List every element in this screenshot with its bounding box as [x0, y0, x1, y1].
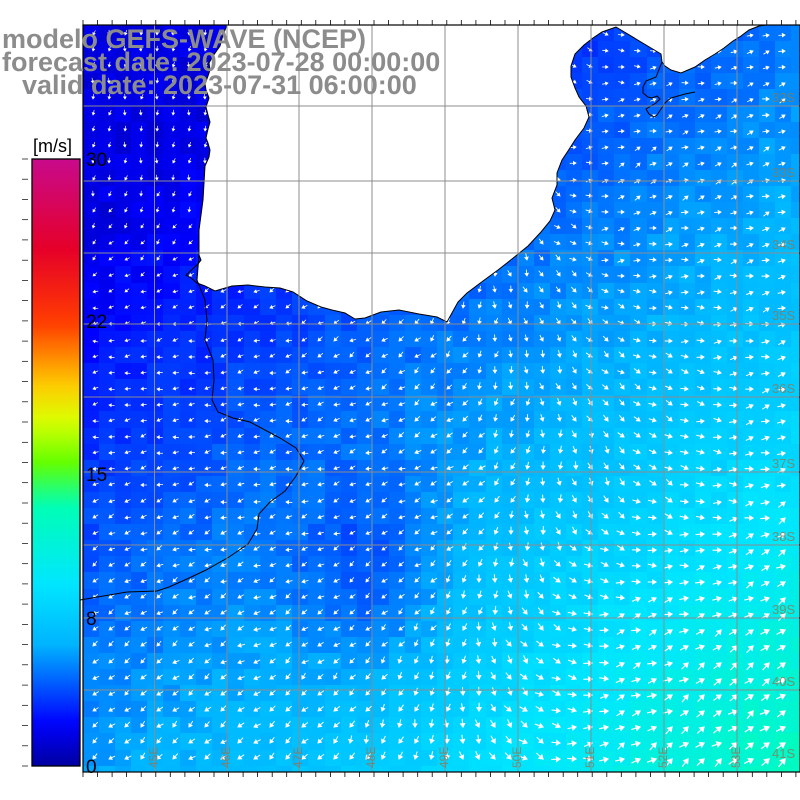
svg-text:40S: 40S	[772, 674, 795, 689]
svg-text:32S: 32S	[772, 90, 795, 105]
svg-text:35S: 35S	[772, 308, 795, 323]
svg-text:36S: 36S	[772, 381, 795, 396]
svg-text:8: 8	[86, 609, 97, 630]
svg-text:15: 15	[86, 465, 107, 486]
svg-text:37S: 37S	[772, 456, 795, 471]
svg-text:53E: 53E	[729, 747, 743, 768]
svg-text:valid date: 2023-07-31 06:00:0: valid date: 2023-07-31 06:00:00	[22, 70, 417, 100]
svg-text:30: 30	[86, 150, 107, 171]
svg-text:22: 22	[86, 312, 107, 333]
svg-text:33S: 33S	[772, 165, 795, 180]
svg-text:47E: 47E	[291, 747, 305, 768]
svg-text:48E: 48E	[364, 747, 378, 768]
svg-text:51E: 51E	[583, 747, 597, 768]
svg-text:49E: 49E	[437, 747, 451, 768]
svg-text:38S: 38S	[772, 529, 795, 544]
svg-text:[m/s]: [m/s]	[33, 136, 72, 156]
svg-text:45E: 45E	[147, 747, 161, 768]
svg-text:50E: 50E	[510, 747, 524, 768]
svg-text:52E: 52E	[656, 747, 670, 768]
svg-text:39S: 39S	[772, 602, 795, 617]
svg-text:0: 0	[86, 757, 97, 778]
svg-text:46E: 46E	[219, 747, 233, 768]
svg-text:41S: 41S	[772, 746, 795, 761]
svg-text:34S: 34S	[772, 237, 795, 252]
